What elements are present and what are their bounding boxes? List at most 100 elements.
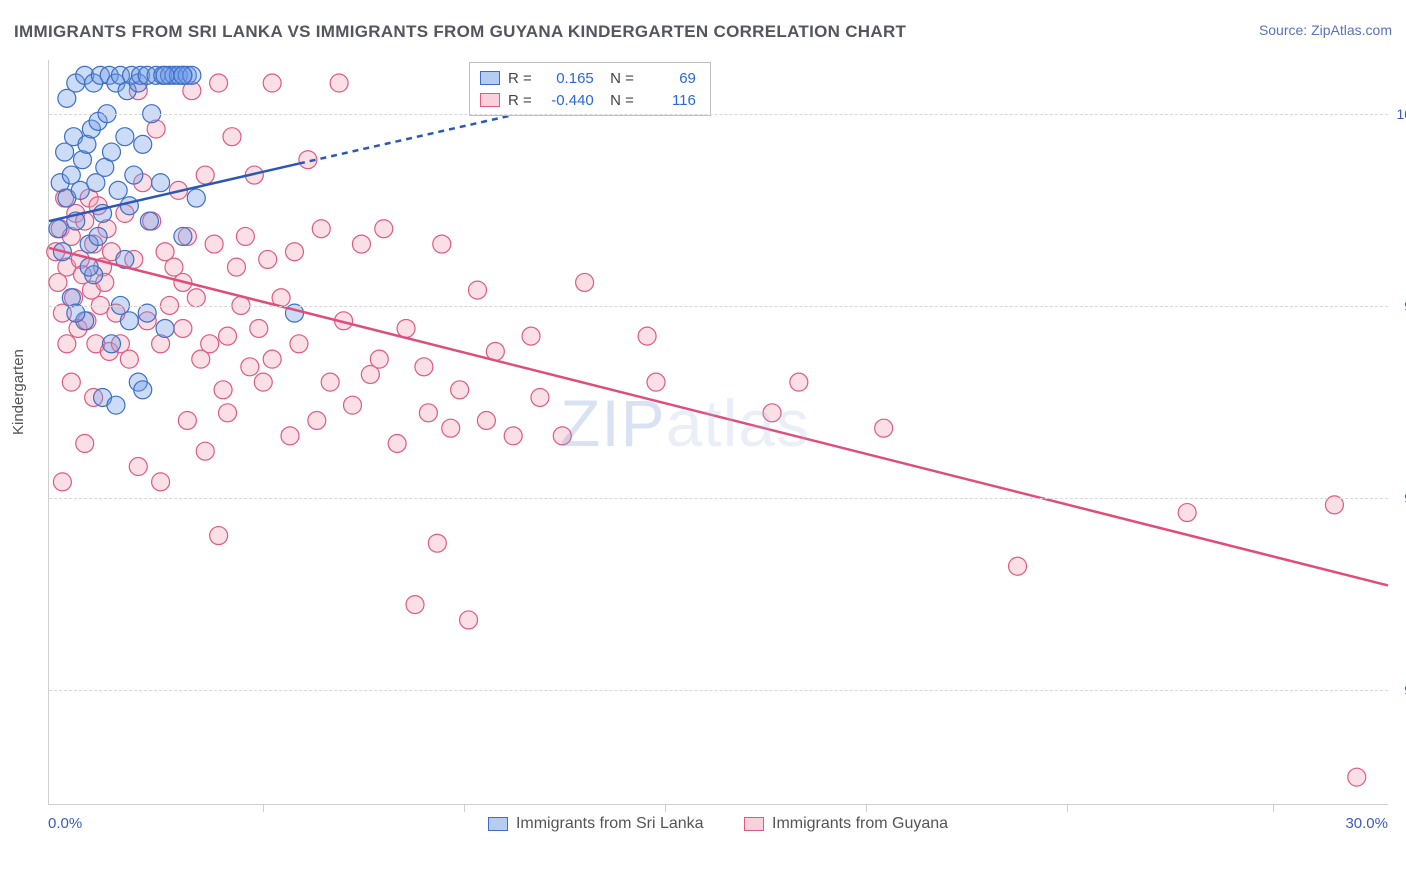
data-point [763,404,781,422]
data-point [522,327,540,345]
swatch-sri-lanka [488,817,508,831]
data-point [76,435,94,453]
data-point [647,373,665,391]
data-point [89,227,107,245]
n-label: N = [602,92,634,109]
data-point [259,250,277,268]
data-point [134,381,152,399]
legend-row-guyana: R = -0.440 N = 116 [480,89,696,111]
data-point [174,319,192,337]
data-point [129,458,147,476]
data-point [174,227,192,245]
data-point [1348,768,1366,786]
x-tick [1067,804,1068,812]
data-point [140,212,158,230]
data-point [210,74,228,92]
data-point [477,412,495,430]
data-point [375,220,393,238]
data-point [62,373,80,391]
data-point [120,350,138,368]
x-tick [866,804,867,812]
data-point [67,304,85,322]
r-value-sri-lanka: 0.165 [540,70,594,87]
data-point [49,220,67,238]
data-point [125,166,143,184]
data-point [415,358,433,376]
data-point [460,611,478,629]
data-point [290,335,308,353]
data-point [254,373,272,391]
n-label: N = [602,70,634,87]
data-point [107,396,125,414]
n-value-sri-lanka: 69 [642,70,696,87]
y-axis-title: Kindergarten [10,349,27,435]
data-point [875,419,893,437]
data-point [219,327,237,345]
x-tick [665,804,666,812]
x-tick [1273,804,1274,812]
data-point [120,312,138,330]
data-point [187,289,205,307]
data-point [308,412,326,430]
legend-item-guyana: Immigrants from Guyana [744,815,948,833]
data-point [156,319,174,337]
gridline [49,306,1388,307]
data-point [263,350,281,368]
x-tick [263,804,264,812]
data-point [370,350,388,368]
data-point [187,189,205,207]
data-point [196,442,214,460]
source-label: Source: ZipAtlas.com [1259,22,1392,38]
y-tick-label: 97.5% [1392,298,1406,314]
data-point [504,427,522,445]
data-point [531,388,549,406]
data-point [102,335,120,353]
y-tick-label: 92.5% [1392,682,1406,698]
series-name-guyana: Immigrants from Guyana [772,815,948,833]
data-point [152,473,170,491]
plot-area: R = 0.165 N = 69 R = -0.440 N = 116 92.5… [48,60,1388,805]
data-point [109,181,127,199]
data-point [214,381,232,399]
data-point [388,435,406,453]
data-point [134,135,152,153]
data-point [451,381,469,399]
data-point [102,143,120,161]
data-point [419,404,437,422]
data-point [344,396,362,414]
data-point [156,66,174,84]
gridline [49,114,1388,115]
data-point [442,419,460,437]
data-point [178,412,196,430]
data-point [263,74,281,92]
data-point [138,304,156,322]
r-label: R = [508,70,532,87]
legend-item-sri-lanka: Immigrants from Sri Lanka [488,815,704,833]
data-point [397,319,415,337]
data-point [321,373,339,391]
data-point [428,534,446,552]
series-legend: Immigrants from Sri Lanka Immigrants fro… [48,815,1388,836]
n-value-guyana: 116 [642,92,696,109]
swatch-guyana [480,93,500,107]
data-point [553,427,571,445]
data-point [468,281,486,299]
data-point [352,235,370,253]
data-point [576,273,594,291]
y-tick-label: 100.0% [1392,106,1406,122]
x-tick [464,804,465,812]
data-point [1009,557,1027,575]
data-point [330,74,348,92]
data-point [58,335,76,353]
data-point [223,128,241,146]
data-point [236,227,254,245]
chart-title: IMMIGRANTS FROM SRI LANKA VS IMMIGRANTS … [14,22,906,42]
data-point [219,404,237,422]
data-point [152,174,170,192]
data-point [201,335,219,353]
y-tick-label: 95.0% [1392,490,1406,506]
data-point [196,166,214,184]
swatch-guyana [744,817,764,831]
data-point [174,66,192,84]
data-point [285,304,303,322]
